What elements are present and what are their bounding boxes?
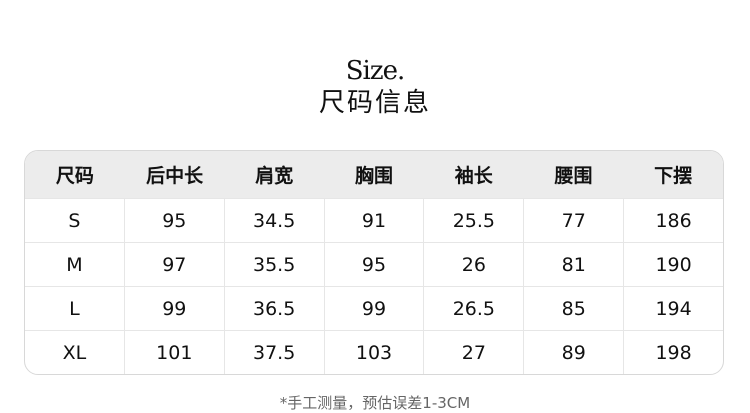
table-cell: 26 <box>423 243 523 286</box>
header-cell: 尺码 <box>55 165 94 187</box>
header-cell: 下摆 <box>654 165 693 187</box>
table-cell: S <box>68 209 81 232</box>
table-cell: XL <box>62 341 87 364</box>
table-cell: M <box>66 253 83 276</box>
table-cell: 194 <box>623 287 723 330</box>
table-cell: 37.5 <box>223 331 324 374</box>
table-cell: 103 <box>323 331 424 374</box>
title-english: Size. <box>345 56 405 86</box>
table-cell: 36.5 <box>223 287 324 330</box>
table-cell: 95 <box>123 199 224 242</box>
table-cell: L <box>69 297 80 320</box>
table-header-row: 尺码 后中长 肩宽 胸围 袖长 腰围 下摆 <box>25 151 723 198</box>
table-cell: 77 <box>523 199 623 242</box>
table-row: XL 101 37.5 103 27 89 198 <box>25 330 723 374</box>
table-cell: 35.5 <box>223 243 324 286</box>
table-cell: 95 <box>323 243 424 286</box>
table-cell: 81 <box>523 243 623 286</box>
table-cell: 25.5 <box>423 199 523 242</box>
table-cell: 34.5 <box>223 199 324 242</box>
measurement-note: *手工测量，预估误差1-3CM <box>279 394 471 412</box>
table-cell: 26.5 <box>423 287 523 330</box>
table-cell: 97 <box>123 243 224 286</box>
table-row: S 95 34.5 91 25.5 77 186 <box>25 198 723 242</box>
table-cell: 99 <box>123 287 224 330</box>
header-cell: 肩宽 <box>255 165 294 187</box>
size-table: 尺码 后中长 肩宽 胸围 袖长 腰围 下摆 S 95 34.5 91 25.5 77 186… <box>24 150 724 375</box>
table-cell: 101 <box>123 331 224 374</box>
table-row: M 97 35.5 95 26 81 190 <box>25 242 723 286</box>
table-cell: 186 <box>623 199 723 242</box>
header-cell: 腰围 <box>554 165 593 187</box>
table-cell: 190 <box>623 243 723 286</box>
table-cell: 91 <box>323 199 424 242</box>
header-cell: 胸围 <box>355 165 394 187</box>
table-cell: 85 <box>523 287 623 330</box>
table-cell: 198 <box>623 331 723 374</box>
header-cell: 袖长 <box>454 165 493 187</box>
header-cell: 后中长 <box>146 165 204 187</box>
table-cell: 89 <box>523 331 623 374</box>
table-cell: 27 <box>423 331 523 374</box>
table-cell: 99 <box>323 287 424 330</box>
table-row: L 99 36.5 99 26.5 85 194 <box>25 286 723 330</box>
page-title: 尺码信息 <box>318 88 431 118</box>
